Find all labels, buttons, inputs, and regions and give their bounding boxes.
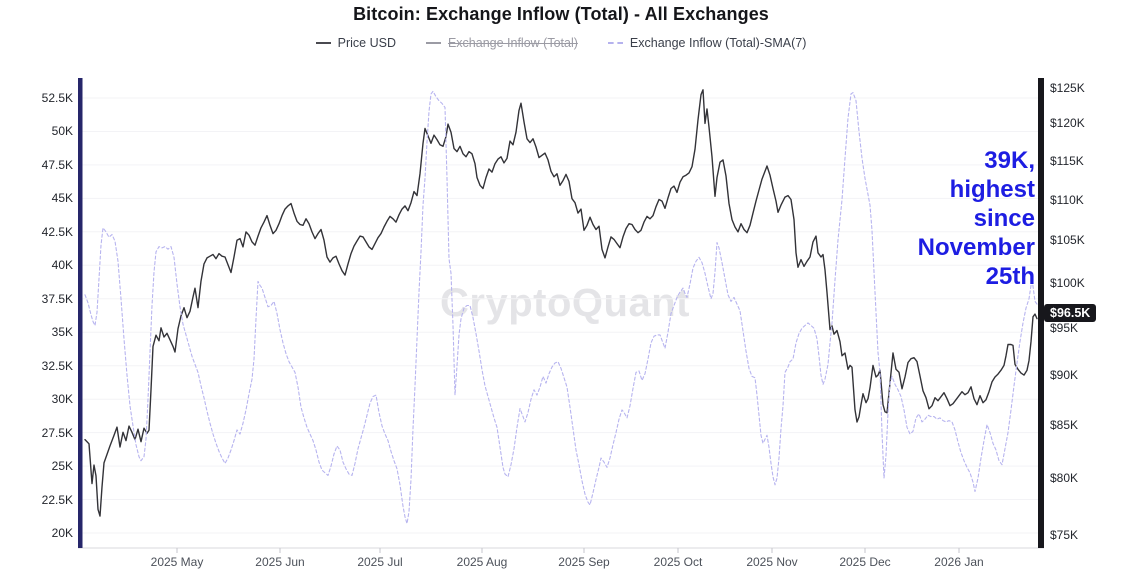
annotation-line: 39K, — [984, 147, 1035, 174]
left-axis-tick-label: 40K — [51, 258, 73, 273]
left-axis-tick-label: 52.5K — [41, 91, 73, 105]
legend-item-price-usd[interactable]: Price USD — [315, 36, 396, 50]
right-axis-tick-label: $120K — [1050, 116, 1085, 131]
right-axis-tick-label: $95K — [1050, 320, 1079, 335]
right-axis-bar — [1038, 78, 1044, 548]
left-axis-tick-label: 32.5K — [41, 358, 73, 373]
left-axis-tick-label: 27.5K — [41, 425, 73, 440]
left-axis-tick-label: 30K — [51, 392, 73, 407]
left-axis-tick-label: 37.5K — [41, 291, 73, 306]
left-axis-tick-label: 50K — [51, 124, 73, 139]
right-axis-tick-label: $125K — [1050, 80, 1085, 95]
legend-line-mark — [607, 42, 623, 44]
right-axis-tick-label: $105K — [1050, 233, 1085, 248]
left-axis-tick-label: 45K — [51, 191, 73, 206]
left-axis-tick-label: 22.5K — [41, 492, 73, 507]
left-axis-bar — [78, 78, 83, 548]
right-axis-tick-label: $100K — [1050, 275, 1085, 290]
left-axis-tick-label: 35K — [51, 325, 73, 340]
x-axis-month-label: 2026 Jan — [934, 555, 984, 569]
chart-title: Bitcoin: Exchange Inflow (Total) - All E… — [353, 4, 769, 24]
legend-label: Exchange Inflow (Total) — [447, 36, 578, 50]
left-axis-tick-label: 20K — [51, 526, 73, 540]
annotation-line: 25th — [985, 263, 1035, 290]
legend-item-exchange-inflow-total-[interactable]: Exchange Inflow (Total) — [425, 36, 578, 50]
right-axis-tick-label: $85K — [1050, 418, 1079, 433]
legend-item-exchange-inflow-total-sma-7-[interactable]: Exchange Inflow (Total)-SMA(7) — [607, 36, 807, 50]
annotation-line: since — [973, 205, 1035, 232]
legend: Price USD Exchange Inflow (Total) Exchange… — [0, 36, 1122, 50]
left-axis-tick-label: 42.5K — [41, 224, 73, 239]
left-axis-tick-label: 47.5K — [41, 157, 73, 172]
series-price-usd — [84, 89, 1038, 517]
right-axis-tick-label: $115K — [1050, 153, 1084, 168]
annotation-39k-highest-since-november-25th: 39K, highest since November 25th — [918, 146, 1035, 291]
x-axis-month-label: 2025 Aug — [456, 555, 508, 569]
legend-line-mark — [425, 42, 441, 44]
x-axis-month-label: 2025 Sep — [558, 555, 610, 569]
left-axis-tick-label: 25K — [51, 459, 73, 474]
series-exchange-inflow-total-sma-7- — [84, 90, 1038, 525]
right-axis-tick-label: $110K — [1050, 192, 1084, 207]
x-axis-month-label: 2025 Oct — [653, 555, 703, 569]
right-axis-tick-label: $80K — [1050, 471, 1079, 486]
right-axis-tick-label: $75K — [1050, 527, 1079, 542]
x-axis-month-label: 2025 Jun — [255, 555, 305, 569]
legend-label: Exchange Inflow (Total)-SMA(7) — [629, 36, 807, 50]
x-axis-month-label: 2025 May — [150, 555, 204, 569]
cryptoquant-watermark: CryptoQuant — [440, 281, 690, 325]
x-axis-month-label: 2025 Nov — [746, 555, 798, 569]
last-price-badge: $96.5K — [1044, 304, 1097, 323]
right-axis-tick-label: $90K — [1050, 368, 1079, 383]
legend-label: Price USD — [337, 36, 396, 50]
x-axis-month-label: 2025 Dec — [839, 555, 891, 569]
annotation-line: highest — [949, 176, 1035, 203]
annotation-line: November — [917, 234, 1035, 261]
legend-line-mark — [315, 42, 331, 44]
x-axis-month-label: 2025 Jul — [357, 555, 403, 569]
